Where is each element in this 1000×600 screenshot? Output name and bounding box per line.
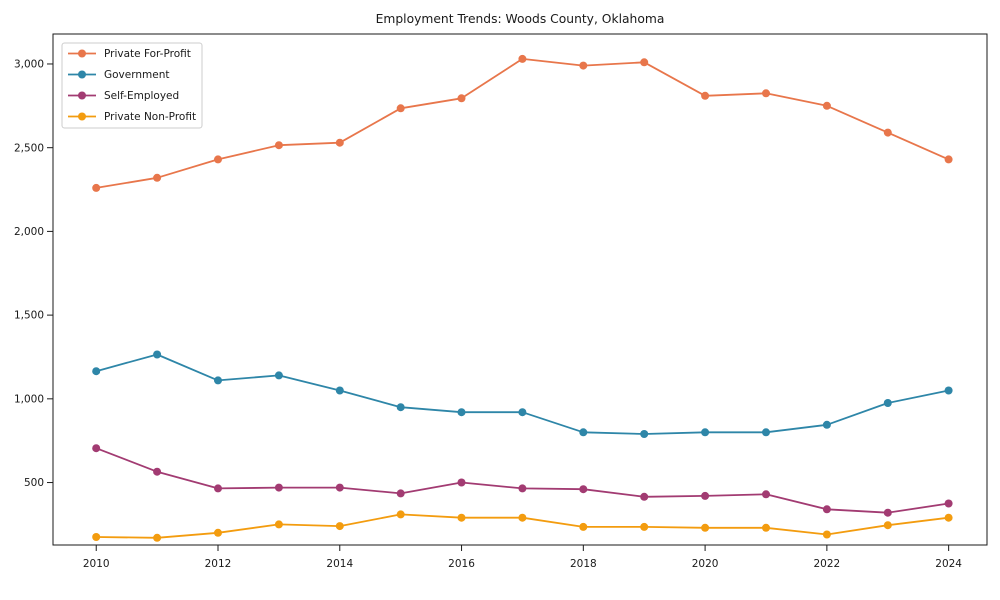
plot-border bbox=[52, 33, 988, 546]
legend-entry-self-employed: Self-Employed bbox=[68, 90, 179, 102]
y-tick-label: 2,000 bbox=[14, 226, 44, 238]
data-point-private-non-profit-2011 bbox=[153, 533, 162, 542]
chart-title: Employment Trends: Woods County, Oklahom… bbox=[375, 12, 665, 26]
legend-entry-private-non-profit: Private Non-Profit bbox=[68, 111, 196, 123]
data-point-self-employed-2013 bbox=[274, 483, 283, 492]
data-point-government-2010 bbox=[92, 367, 101, 376]
legend-entry-private-for-profit: Private For-Profit bbox=[68, 48, 191, 60]
data-point-private-for-profit-2024 bbox=[944, 155, 953, 164]
data-point-private-non-profit-2024 bbox=[944, 513, 953, 522]
data-point-private-for-profit-2021 bbox=[762, 89, 770, 98]
data-point-private-non-profit-2016 bbox=[457, 513, 466, 522]
data-point-self-employed-2014 bbox=[335, 483, 344, 492]
data-point-private-for-profit-2019 bbox=[640, 58, 649, 67]
data-point-government-2018 bbox=[579, 428, 588, 437]
y-tick-label: 2,500 bbox=[14, 142, 44, 154]
data-point-self-employed-2010 bbox=[92, 444, 101, 453]
data-point-private-non-profit-2013 bbox=[274, 520, 283, 529]
data-point-self-employed-2012 bbox=[214, 484, 222, 493]
x-tick-label: 2010 bbox=[83, 558, 110, 570]
data-point-private-non-profit-2015 bbox=[396, 510, 405, 519]
x-tick-label: 2020 bbox=[692, 558, 719, 570]
data-point-government-2021 bbox=[762, 428, 770, 437]
data-point-private-non-profit-2014 bbox=[335, 522, 344, 531]
data-point-self-employed-2023 bbox=[883, 508, 892, 517]
legend-dot-icon bbox=[78, 49, 86, 58]
legend-label: Government bbox=[104, 69, 169, 81]
data-point-government-2015 bbox=[396, 403, 405, 412]
data-point-private-non-profit-2023 bbox=[883, 521, 892, 530]
x-tick-label: 2016 bbox=[448, 558, 475, 570]
data-point-private-non-profit-2019 bbox=[640, 522, 649, 531]
data-point-private-for-profit-2023 bbox=[883, 128, 892, 137]
data-point-private-for-profit-2017 bbox=[518, 54, 527, 63]
data-point-private-for-profit-2012 bbox=[214, 155, 222, 164]
data-point-private-for-profit-2015 bbox=[396, 104, 405, 113]
data-point-private-for-profit-2020 bbox=[701, 91, 710, 100]
data-point-self-employed-2024 bbox=[944, 499, 953, 508]
data-point-self-employed-2022 bbox=[822, 505, 831, 514]
legend-label: Private For-Profit bbox=[104, 48, 191, 60]
data-point-private-for-profit-2013 bbox=[274, 141, 283, 150]
y-tick-label: 1,500 bbox=[14, 310, 44, 322]
data-point-private-non-profit-2020 bbox=[701, 523, 710, 532]
data-point-self-employed-2019 bbox=[640, 492, 649, 501]
data-point-government-2022 bbox=[822, 420, 831, 429]
data-point-government-2016 bbox=[457, 408, 466, 417]
data-point-government-2017 bbox=[518, 408, 527, 417]
data-point-government-2024 bbox=[944, 386, 953, 395]
data-point-private-for-profit-2014 bbox=[335, 138, 344, 147]
data-point-self-employed-2016 bbox=[457, 478, 466, 487]
data-point-private-non-profit-2012 bbox=[214, 528, 222, 537]
legend-entry-government: Government bbox=[68, 69, 169, 81]
data-point-private-for-profit-2022 bbox=[822, 101, 831, 110]
legend-dot-icon bbox=[78, 70, 86, 79]
data-point-private-non-profit-2022 bbox=[822, 530, 831, 539]
x-tick-label: 2022 bbox=[814, 558, 841, 570]
data-point-private-non-profit-2017 bbox=[518, 513, 527, 522]
data-point-private-for-profit-2011 bbox=[153, 173, 162, 182]
legend-label: Private Non-Profit bbox=[104, 111, 196, 123]
data-point-self-employed-2011 bbox=[153, 467, 162, 476]
series-line-private-for-profit bbox=[96, 58, 949, 189]
y-tick-label: 500 bbox=[24, 477, 44, 489]
x-tick-label: 2024 bbox=[935, 558, 962, 570]
data-point-private-for-profit-2016 bbox=[457, 94, 466, 103]
y-tick-label: 1,000 bbox=[14, 393, 44, 405]
data-point-self-employed-2017 bbox=[518, 484, 527, 493]
series-line-government bbox=[95, 353, 949, 435]
data-point-government-2020 bbox=[701, 428, 710, 437]
legend-dot-icon bbox=[78, 112, 86, 121]
legend-box bbox=[61, 42, 203, 129]
y-tick-label: 3,000 bbox=[14, 59, 44, 71]
data-point-private-non-profit-2018 bbox=[579, 522, 588, 531]
legend-dot-icon bbox=[78, 91, 86, 100]
data-point-self-employed-2021 bbox=[762, 490, 770, 499]
data-point-government-2014 bbox=[335, 386, 344, 395]
data-point-government-2019 bbox=[640, 430, 649, 438]
data-point-self-employed-2018 bbox=[579, 485, 588, 494]
data-point-private-non-profit-2021 bbox=[762, 523, 770, 532]
data-point-government-2011 bbox=[153, 350, 162, 359]
x-tick-label: 2012 bbox=[205, 558, 232, 570]
legend-label: Self-Employed bbox=[104, 90, 179, 102]
data-point-self-employed-2015 bbox=[396, 489, 405, 498]
x-tick-label: 2018 bbox=[570, 558, 597, 570]
series-line-self-employed bbox=[95, 447, 949, 514]
data-point-government-2023 bbox=[883, 399, 892, 407]
data-point-private-for-profit-2018 bbox=[579, 61, 588, 70]
data-point-government-2012 bbox=[214, 376, 222, 385]
data-point-private-for-profit-2010 bbox=[92, 183, 101, 192]
legend: Private For-Profit Government Self-Employe… bbox=[61, 42, 203, 129]
x-tick-label: 2014 bbox=[326, 558, 353, 570]
data-point-private-non-profit-2010 bbox=[92, 533, 101, 541]
data-point-self-employed-2020 bbox=[701, 491, 710, 500]
data-point-government-2013 bbox=[274, 371, 283, 380]
